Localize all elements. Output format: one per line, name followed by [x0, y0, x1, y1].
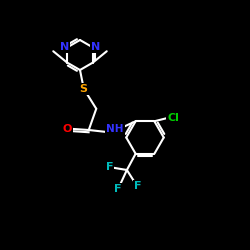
Text: Cl: Cl: [167, 112, 179, 122]
Text: O: O: [63, 124, 72, 134]
Text: N: N: [60, 42, 69, 52]
Text: F: F: [114, 184, 122, 194]
Text: NH: NH: [106, 124, 124, 134]
Text: F: F: [134, 181, 142, 191]
Text: S: S: [80, 84, 88, 94]
Text: F: F: [106, 162, 113, 172]
Text: N: N: [91, 42, 100, 52]
